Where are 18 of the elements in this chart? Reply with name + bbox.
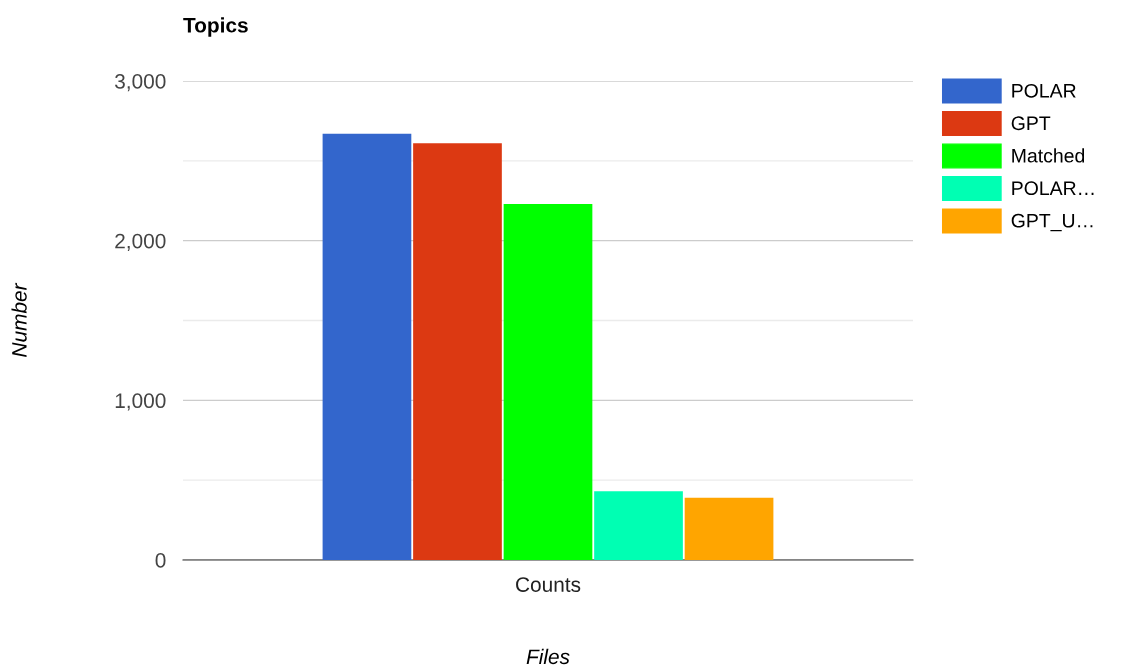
legend-label: POLAR… xyxy=(1012,181,1094,196)
y-tick-label: 0 xyxy=(155,553,166,568)
bar xyxy=(684,497,774,560)
y-tick-label: 1,000 xyxy=(115,393,166,411)
legend-label: GPT xyxy=(1011,116,1051,131)
legend-label: GPT_U… xyxy=(1011,213,1093,232)
x-axis-title: Files xyxy=(526,648,570,665)
bar xyxy=(413,143,502,560)
y-tick-label: 3,000 xyxy=(115,74,166,92)
bar xyxy=(503,203,593,560)
bar xyxy=(594,491,683,560)
bar xyxy=(322,133,412,560)
x-tick-label: Counts xyxy=(516,577,581,592)
y-tick-label: 2,000 xyxy=(115,233,166,251)
chart-title: Topics xyxy=(183,17,248,37)
y-axis-title: Number xyxy=(11,282,27,357)
legend-label: Matched xyxy=(1012,148,1085,163)
legend-label: POLAR xyxy=(1012,83,1076,98)
